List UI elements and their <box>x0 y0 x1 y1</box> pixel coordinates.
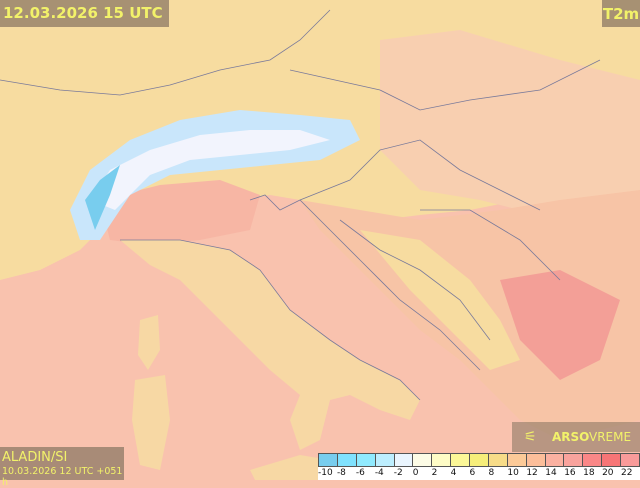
legend-swatch <box>545 454 565 466</box>
model-run: 10.03.2026 12 UTC +051 h <box>2 466 123 488</box>
arso-logo: ⚟ ARSO VREME <box>512 422 640 452</box>
parameter-label: T2m <box>602 0 640 27</box>
legend-swatch <box>356 454 376 466</box>
legend-swatch <box>564 454 584 466</box>
legend-label: -6 <box>355 468 365 478</box>
legend-label: -10 <box>318 468 333 478</box>
legend-label: 14 <box>545 468 557 478</box>
valid-time-label: 12.03.2026 15 UTC <box>0 0 169 27</box>
legend-labels: -10 -8 -6 -4 -2 0 2 4 6 8 10 12 14 16 18 20 22 <box>318 467 640 480</box>
sicily <box>250 455 330 480</box>
legend-label: 0 <box>412 468 419 478</box>
legend-label: 8 <box>488 468 495 478</box>
legend-swatch <box>451 454 470 466</box>
country-borders <box>0 9 601 341</box>
color-scale-legend: -10 -8 -6 -4 -2 0 2 4 6 8 10 12 14 16 18 20 22 <box>318 453 640 480</box>
legend-label: -4 <box>374 468 384 478</box>
legend-swatch <box>337 454 357 466</box>
legend-label: 22 <box>621 468 633 478</box>
po-valley <box>100 180 260 245</box>
legend-label: 18 <box>583 468 595 478</box>
legend-label: -2 <box>393 468 403 478</box>
balkans-highlands <box>360 230 520 370</box>
legend-label: -8 <box>336 468 346 478</box>
legend-label: 20 <box>602 468 614 478</box>
legend-label: 6 <box>469 468 476 478</box>
coastlines <box>120 194 481 401</box>
legend-swatches <box>318 453 640 467</box>
alps-snow <box>90 130 330 210</box>
legend-swatch <box>507 454 527 466</box>
alps-coldest <box>85 165 120 230</box>
legend-swatch <box>583 454 603 466</box>
brand-light: VREME <box>589 430 632 444</box>
legend-label: 12 <box>526 468 538 478</box>
legend-label: 2 <box>431 468 438 478</box>
satellite-dish-icon: ⚟ <box>524 429 537 445</box>
legend-swatch <box>319 454 338 466</box>
legend-label: 10 <box>507 468 519 478</box>
land-north-warm <box>380 30 640 220</box>
corsica <box>138 315 160 370</box>
model-name: ALADIN/SI <box>2 450 68 465</box>
legend-swatch <box>394 454 414 466</box>
legend-swatch <box>413 454 433 466</box>
legend-swatch <box>621 454 639 466</box>
legend-label: 16 <box>564 468 576 478</box>
brand-bold: ARSO <box>552 430 590 444</box>
sardinia <box>132 375 170 470</box>
legend-swatch <box>526 454 546 466</box>
legend-swatch <box>375 454 395 466</box>
italy <box>120 240 420 450</box>
legend-swatch <box>432 454 452 466</box>
legend-swatch <box>488 454 508 466</box>
model-info: ALADIN/SI 10.03.2026 12 UTC +051 h <box>0 447 124 488</box>
legend-swatch <box>602 454 621 466</box>
legend-swatch <box>470 454 489 466</box>
legend-label: 4 <box>450 468 457 478</box>
greece-warm <box>500 270 620 380</box>
